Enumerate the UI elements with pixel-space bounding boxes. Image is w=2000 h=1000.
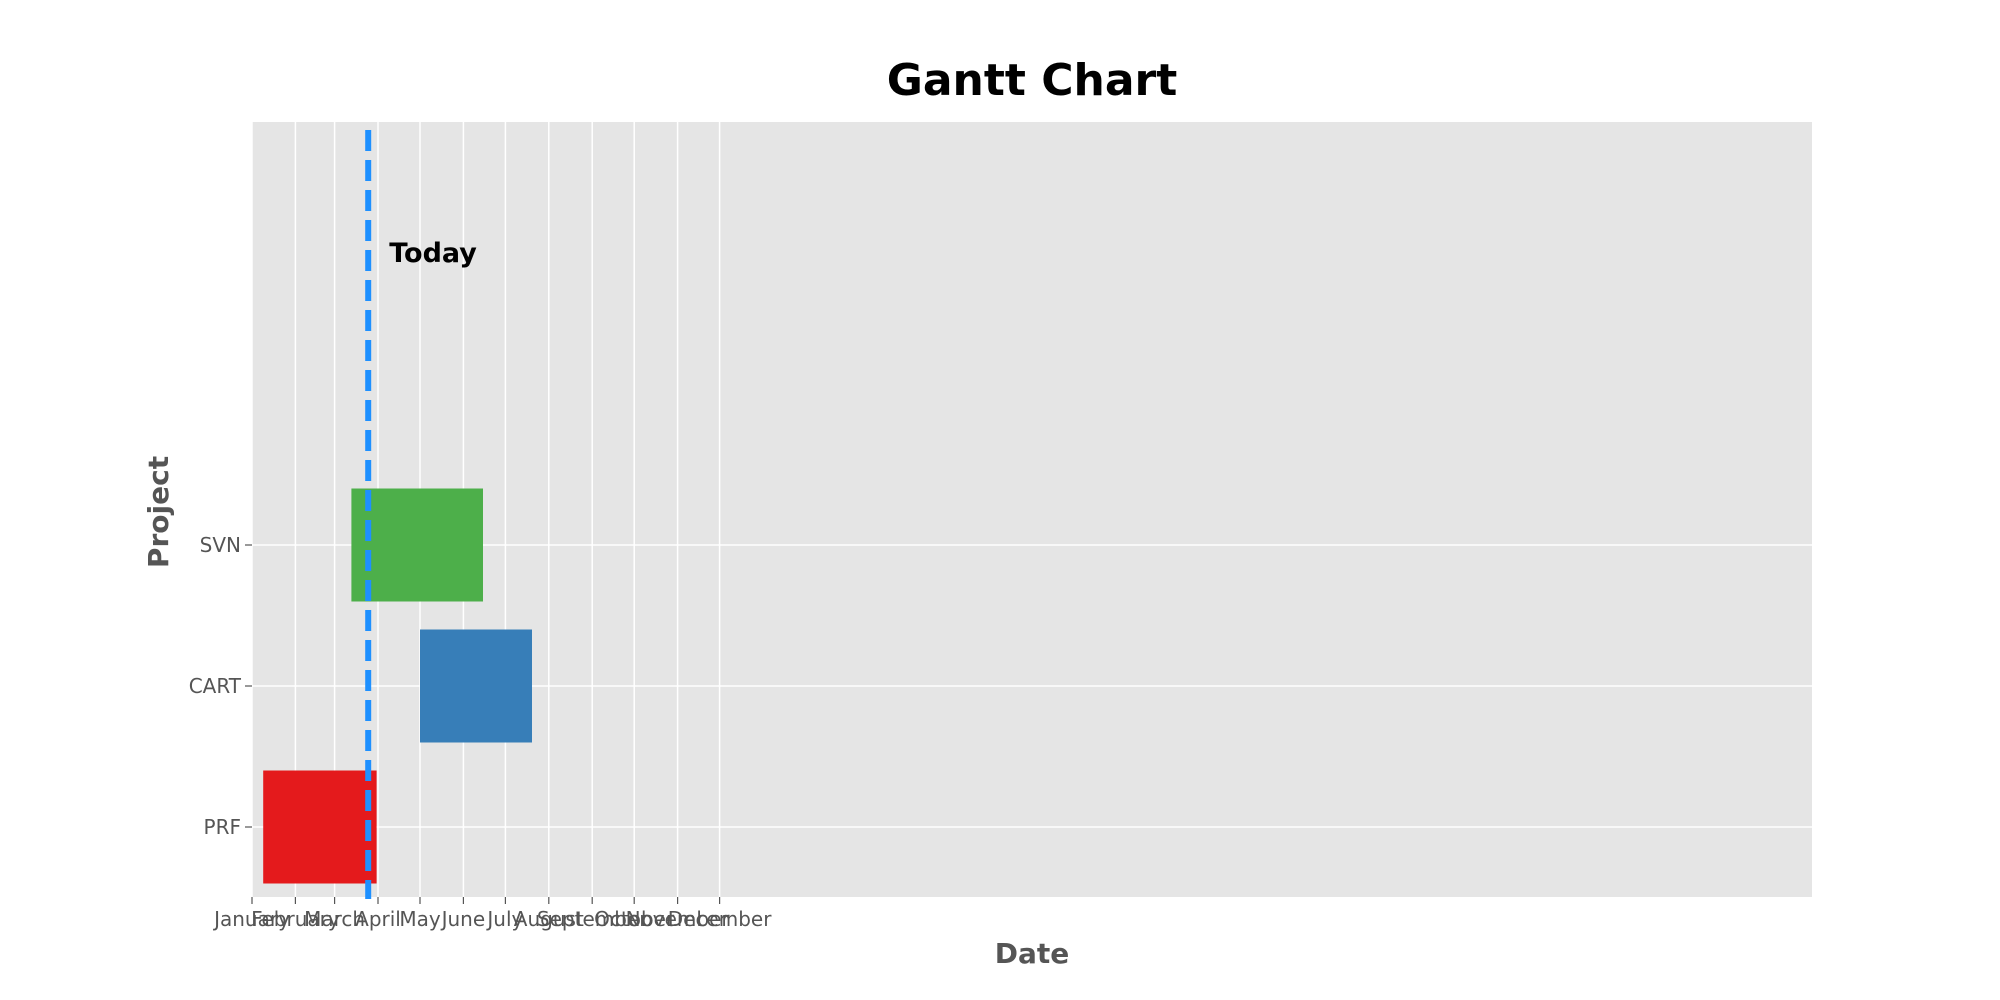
x-tick-label: July [485,907,523,931]
task-bars [263,488,532,884]
x-tick-label: May [399,907,441,931]
x-tick-label: January [212,907,290,931]
x-tick-label: November [626,907,731,931]
y-tick-label: PRF [204,815,241,839]
y-axis-title: Project [142,456,175,568]
x-tick-label: December [668,907,772,931]
x-tick-label: March [304,907,365,931]
x-tick-label: June [440,907,486,931]
task-bar-cart [420,629,532,743]
x-tick-label: September [537,907,648,931]
task-bar-svn [351,488,483,602]
today-marker: Today [365,130,477,899]
plot-area [252,122,1812,897]
y-tick-label: CART [189,674,242,698]
y-axis: PRF CART SVN [189,533,252,839]
x-tick-label: October [594,907,675,931]
today-label: Today [389,238,477,269]
x-tick-label: August [514,907,584,931]
x-tick-label: April [355,907,401,931]
task-bar-prf [263,770,377,884]
x-axis-title: Date [995,937,1070,970]
x-tick-label: February [251,907,340,931]
chart-title: Gantt Chart [887,55,1178,106]
y-tick-label: SVN [200,533,241,557]
